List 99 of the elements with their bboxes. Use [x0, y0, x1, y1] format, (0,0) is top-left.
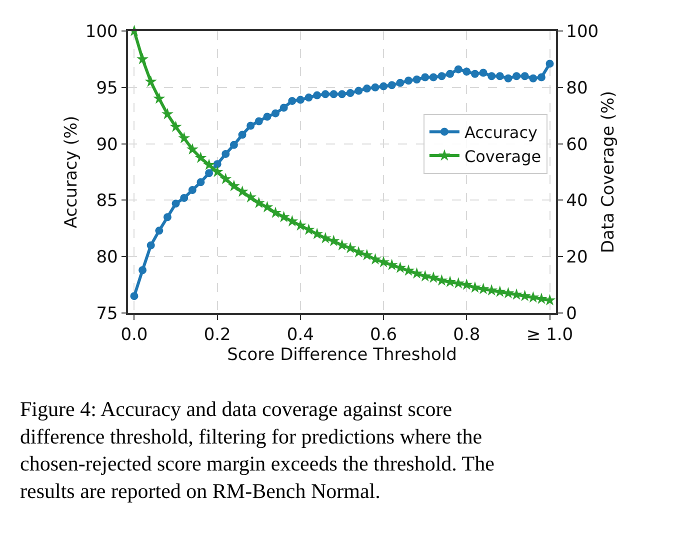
point — [362, 84, 371, 93]
point — [396, 78, 404, 87]
y2-tick-label: 60 — [566, 134, 588, 155]
point — [194, 152, 207, 163]
point — [446, 70, 454, 78]
point — [462, 68, 471, 76]
point — [220, 172, 232, 184]
point — [412, 76, 421, 84]
point — [488, 72, 496, 80]
point — [371, 83, 380, 92]
point — [186, 143, 198, 155]
point — [429, 73, 438, 82]
point — [188, 186, 196, 194]
point — [404, 76, 412, 85]
point — [280, 104, 288, 112]
point — [222, 150, 230, 158]
point — [286, 215, 298, 226]
y-tick-label: 100 — [85, 22, 118, 42]
point — [354, 86, 363, 95]
point — [512, 72, 521, 80]
point — [311, 228, 324, 240]
y2-tick-label: 100 — [566, 22, 599, 42]
point — [196, 178, 205, 186]
y-tick-label: 85 — [96, 191, 118, 212]
point — [272, 109, 280, 118]
y-tick-label: 75 — [96, 304, 118, 324]
point — [146, 241, 155, 250]
point — [421, 73, 430, 82]
point — [136, 52, 149, 64]
y2-axis-title: Data Coverage (%) — [598, 90, 619, 254]
legend-label: Coverage — [464, 146, 542, 166]
point — [205, 169, 214, 178]
point — [238, 130, 246, 139]
point — [369, 253, 382, 265]
point — [352, 246, 365, 258]
point — [336, 239, 348, 250]
point — [170, 120, 182, 132]
y-tick-label: 90 — [96, 134, 118, 155]
x-tick-label: 0.6 — [370, 325, 398, 346]
caption: Figure 4: Accuracy and data coverage against score difference threshold, filtering for predictions where the chosen-rejected score margin exceeds the threshold. The results are reported on RM-Bench Normal. — [20, 397, 494, 503]
point — [211, 166, 224, 178]
point — [294, 219, 306, 231]
x-tick-label: 0.4 — [286, 325, 314, 346]
point — [338, 90, 346, 98]
point — [504, 74, 512, 82]
point — [153, 92, 166, 104]
point — [236, 185, 248, 197]
point — [321, 90, 330, 98]
point — [380, 82, 388, 90]
point — [155, 226, 164, 235]
point — [388, 81, 396, 90]
point — [479, 68, 488, 77]
y-tick-label: 95 — [96, 78, 118, 98]
point — [296, 96, 304, 104]
point — [144, 75, 157, 87]
point — [454, 65, 462, 74]
point — [203, 158, 216, 170]
point — [180, 194, 188, 202]
point — [172, 200, 180, 208]
x-tick-label: 0.0 — [120, 325, 148, 346]
legend-label: Accuracy — [464, 122, 538, 142]
point — [330, 90, 338, 98]
point — [470, 70, 479, 78]
point — [213, 160, 222, 168]
point — [252, 196, 265, 208]
point — [313, 91, 322, 100]
point — [263, 112, 272, 121]
point — [496, 72, 504, 80]
point — [254, 117, 263, 126]
point — [304, 94, 313, 102]
y2-tick-label: 40 — [566, 191, 588, 212]
y-tick-label: 80 — [96, 248, 118, 268]
point — [288, 96, 296, 105]
point — [230, 140, 238, 149]
point — [346, 89, 354, 98]
point — [130, 292, 138, 300]
point — [529, 74, 538, 82]
point — [244, 191, 257, 202]
point — [278, 210, 290, 222]
point — [520, 72, 529, 80]
point — [438, 72, 446, 80]
point — [161, 108, 174, 120]
x-tick-label: 0.2 — [204, 325, 231, 346]
point — [228, 180, 240, 192]
y2-tick-label: 20 — [566, 248, 588, 268]
point — [537, 73, 546, 82]
x-axis-title: Score Difference Threshold — [227, 345, 457, 366]
point — [302, 224, 315, 235]
x-tick-label: ≥ 1.0 — [526, 325, 574, 346]
point — [138, 266, 147, 274]
x-tick-label: 0.8 — [453, 325, 480, 346]
y2-tick-label: 0 — [566, 304, 577, 324]
point — [163, 213, 172, 222]
y-axis-title: Accuracy (%) — [61, 116, 82, 228]
point — [270, 206, 282, 218]
point — [246, 122, 255, 130]
point — [178, 132, 190, 144]
point — [546, 60, 554, 68]
y2-tick-label: 80 — [566, 78, 588, 98]
